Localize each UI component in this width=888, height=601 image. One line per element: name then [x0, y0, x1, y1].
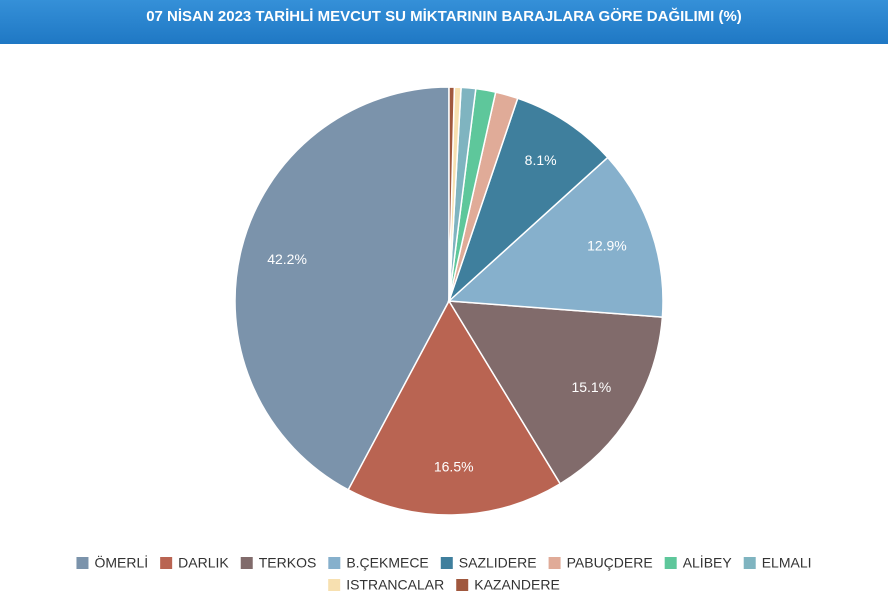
pie-slice — [234, 86, 450, 491]
legend-label: ÖMERLİ — [94, 554, 148, 571]
legend-label: TERKOS — [259, 555, 317, 571]
legend-item: SAZLIDERE — [440, 555, 537, 571]
legend-item: B.ÇEKMECE — [328, 555, 429, 571]
legend-label: ISTRANCALAR — [346, 577, 444, 593]
legend-swatch — [456, 579, 469, 591]
slice-label: 16.5% — [434, 459, 474, 475]
legend-swatch — [664, 557, 677, 569]
legend-swatch — [76, 557, 89, 569]
legend-item: PABUÇDERE — [548, 555, 653, 571]
legend-item: KAZANDERE — [456, 577, 560, 593]
legend-item: ALİBEY — [664, 554, 733, 571]
legend-item: TERKOS — [240, 555, 317, 571]
legend-swatch — [548, 557, 561, 569]
pie-slice — [447, 156, 664, 318]
pie-slice — [447, 97, 609, 304]
legend-item: ELMALI — [743, 555, 812, 571]
legend-item: ISTRANCALAR — [328, 577, 444, 593]
legend-label: ALİBEY — [683, 554, 733, 571]
legend-swatch — [440, 557, 453, 569]
legend-swatch — [160, 557, 173, 569]
chart-title: 07 NİSAN 2023 TARİHLİ MEVCUT SU MİKTARIN… — [146, 7, 742, 25]
legend-label: PABUÇDERE — [567, 555, 653, 571]
legend-label: SAZLIDERE — [459, 555, 537, 571]
legend-label: ELMALI — [762, 555, 812, 571]
legend-label: KAZANDERE — [474, 577, 560, 593]
slice-label: 8.1% — [525, 152, 557, 168]
legend-item: ÖMERLİ — [76, 554, 148, 571]
pie-slice — [347, 299, 562, 516]
pie-slice — [447, 300, 664, 485]
legend-swatch — [328, 557, 341, 569]
legend-item: DARLIK — [160, 555, 229, 571]
header-bar — [0, 0, 888, 44]
legend-swatch — [240, 557, 253, 569]
slice-label: 15.1% — [571, 379, 611, 395]
legend-swatch — [743, 557, 756, 569]
legend-swatch — [328, 579, 341, 591]
legend-label: DARLIK — [178, 555, 229, 571]
slice-label: 42.2% — [267, 251, 307, 267]
legend-label: B.ÇEKMECE — [346, 555, 428, 571]
pie-slice — [448, 86, 456, 302]
slice-label: 12.9% — [587, 238, 627, 254]
